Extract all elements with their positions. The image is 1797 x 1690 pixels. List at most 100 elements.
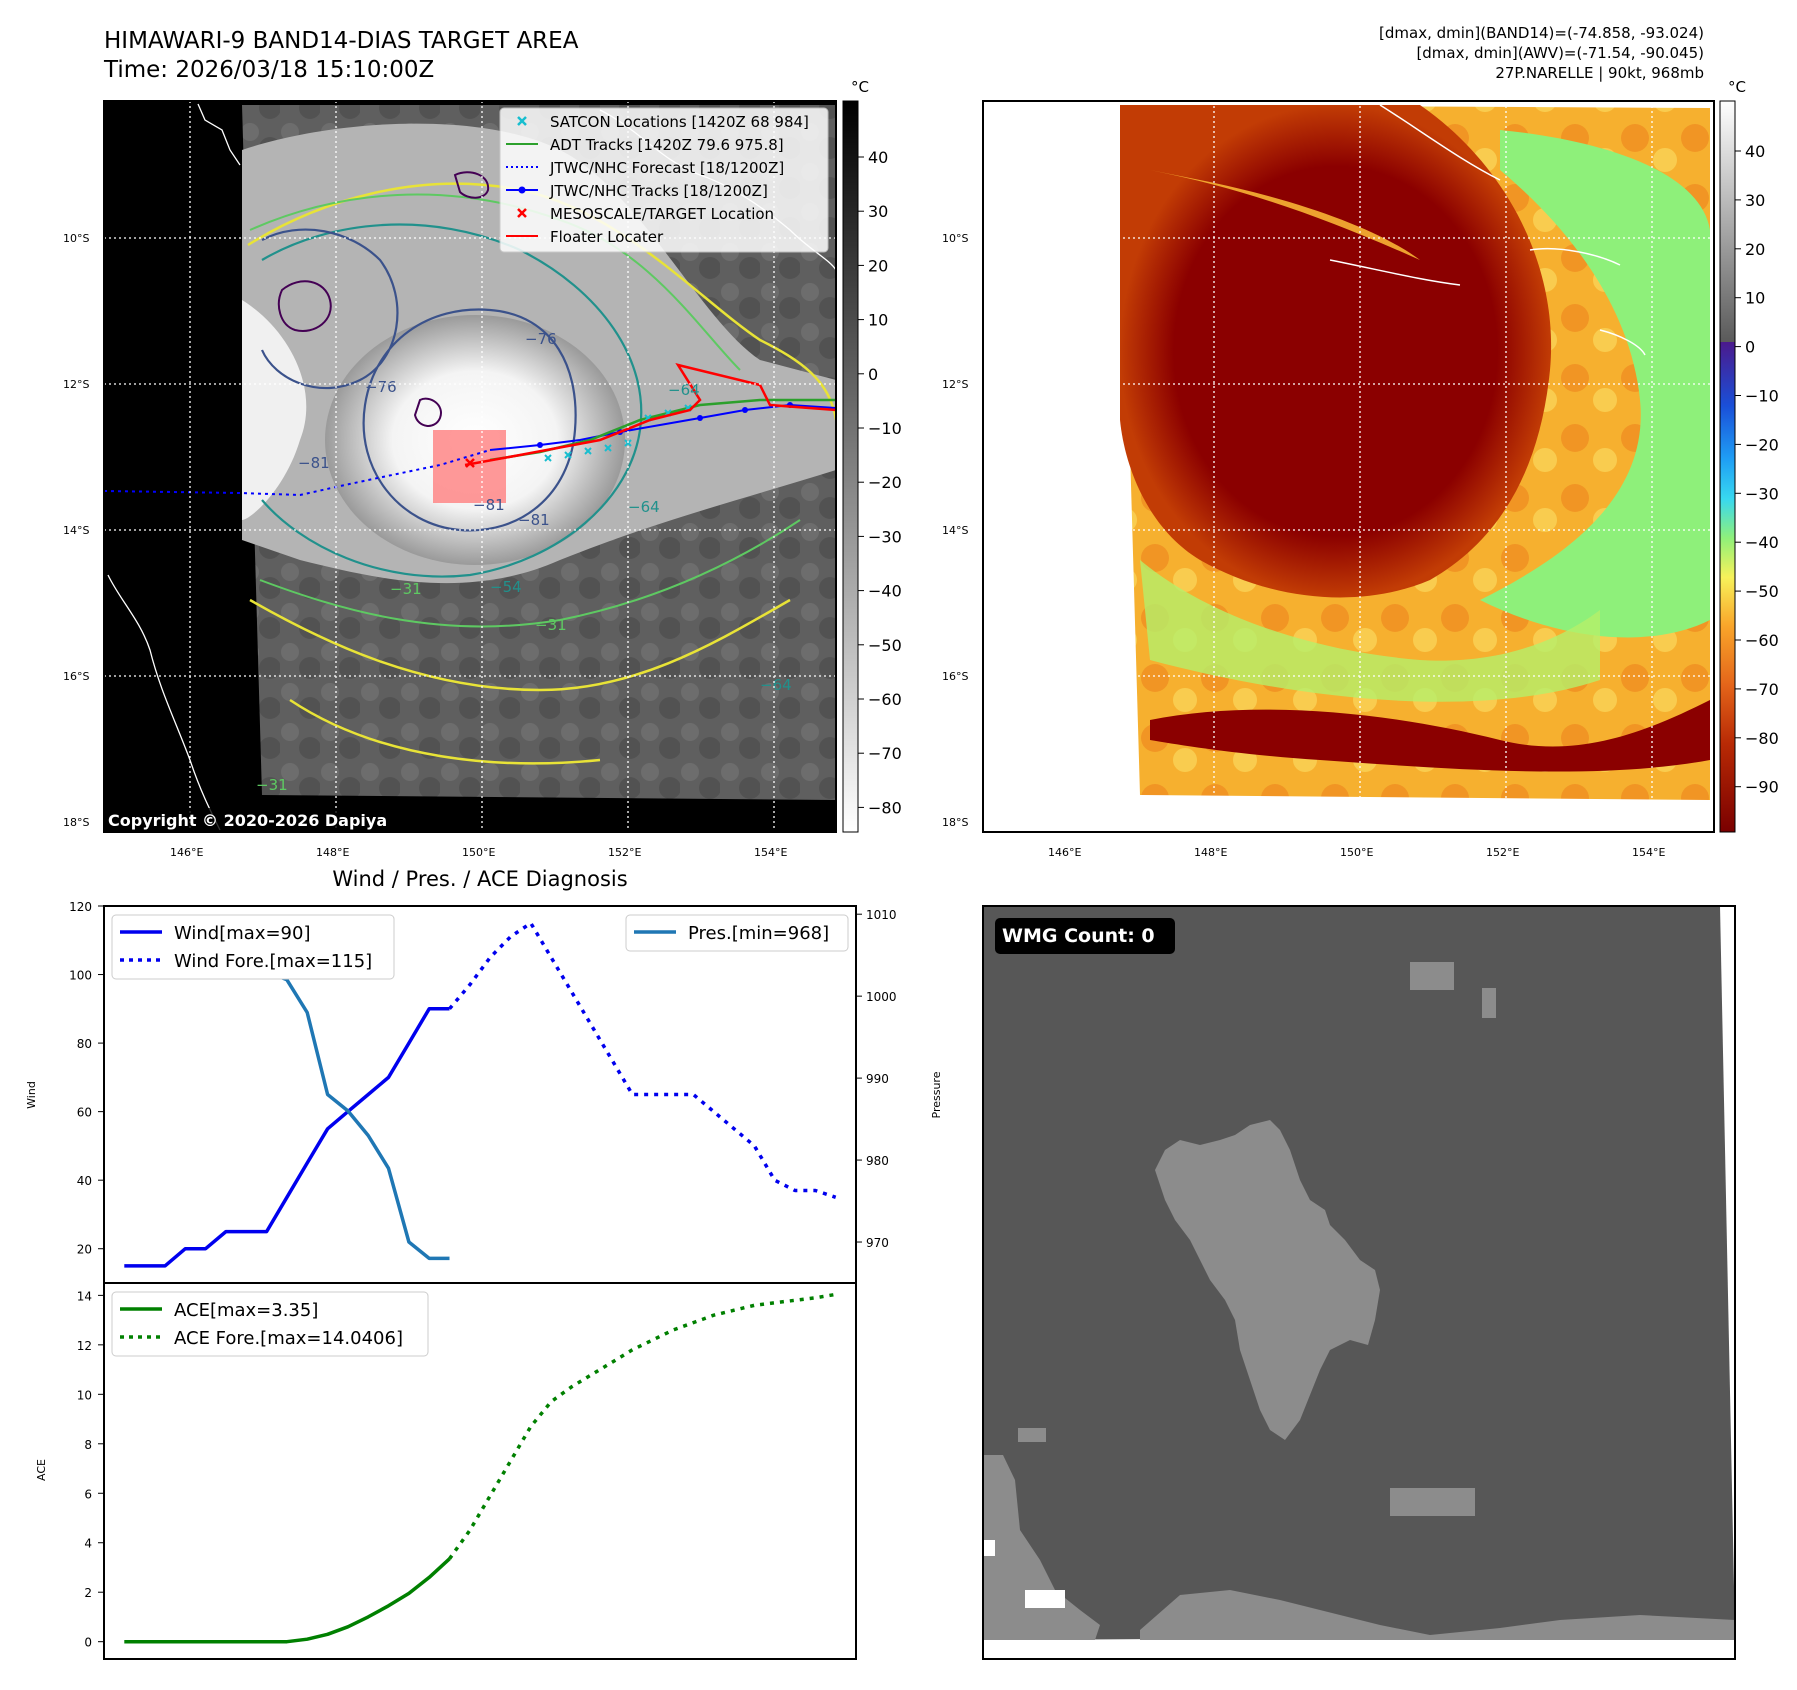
map2-lat-label: 16°S: [942, 670, 968, 683]
wmg-count-label: WMG Count: 0: [1002, 925, 1155, 947]
map2-gridlines: [983, 101, 1714, 832]
color-colorbar-tick-label: 40: [1745, 142, 1765, 161]
map1-frame: [103, 100, 837, 833]
wind-forecast-legend-label: Wind Fore.[max=115]: [174, 951, 372, 972]
ace-panel-frame: [103, 1282, 857, 1660]
pressure-legend-label: Pres.[min=968]: [688, 923, 829, 944]
map1-lat-label: 18°S: [63, 816, 89, 829]
map1-lat-label: 12°S: [63, 378, 89, 391]
map2-lon-label: 152°E: [1486, 846, 1519, 859]
color-colorbar-tick-label: 30: [1745, 191, 1765, 210]
gray-colorbar-tick-label: 40: [868, 148, 888, 167]
gray-colorbar-tick-label: 10: [868, 311, 888, 330]
color-colorbar-tick-label: −40: [1745, 533, 1779, 552]
pressure-axis-tick-label: 970: [866, 1236, 889, 1250]
map1-legend: SATCON Locations [1420Z 68 984] ADT Trac…: [499, 107, 829, 253]
pressure-legend: Pres.[min=968]: [625, 914, 849, 952]
gray-colorbar-tick-label: 20: [868, 256, 888, 275]
map1-lon-label: 154°E: [754, 846, 787, 859]
ace-panel: 0 2 4 6 8 10 12 14: [77, 1282, 857, 1660]
color-colorbar-unit: °C: [1728, 78, 1746, 96]
wind-legend-box: [111, 914, 395, 980]
map1-contour-navy: [260, 228, 577, 532]
legend-label-jtwc-forecast: JTWC/NHC Forecast [18/1200Z]: [549, 159, 784, 177]
color-colorbar-tick-label: −20: [1745, 435, 1779, 454]
map1-contour-teal: [261, 223, 643, 578]
wind-series-line: [124, 1007, 450, 1268]
contour-label: −54: [490, 578, 522, 596]
legend-box: [499, 107, 829, 253]
color-colorbar-frame: [1719, 100, 1736, 833]
contour-label: −64: [760, 676, 792, 694]
floater-locater: [464, 363, 836, 467]
ace-axis-label: ACE: [35, 1459, 48, 1481]
color-colorbar-tick-label: −10: [1745, 387, 1779, 406]
gray-colorbar-tick-label: −80: [868, 798, 902, 817]
ace-axis-tick-label: 14: [77, 1289, 92, 1303]
contour-labels: −76 −76 −81 −81 −81 −64 −54 −31 −64 −31 …: [256, 330, 792, 794]
map2-lat-label: 12°S: [942, 378, 968, 391]
ace-axis-tick-label: 8: [84, 1438, 92, 1452]
wmg-count-badge: [995, 918, 1175, 954]
copyright-background: [104, 808, 420, 832]
mesoscale-target-marker: [465, 458, 475, 468]
wmg-white-cell: [983, 1540, 995, 1556]
ace-axis-tick-label: 0: [84, 1636, 92, 1650]
contour-label: −81: [298, 454, 330, 472]
map2-lon-label: 150°E: [1340, 846, 1373, 859]
ace-axis-tick-label: 2: [84, 1586, 92, 1600]
stats-line-2: [dmax, dmin](AWV)=(-71.54, -90.045): [1416, 44, 1704, 62]
map2-cold-region: [1120, 105, 1552, 598]
wind-axis-tick-label: 40: [77, 1174, 92, 1188]
contour-label: −81: [518, 511, 550, 529]
gray-colorbar-tick-label: −10: [868, 419, 902, 438]
contour-label: −76: [365, 378, 397, 396]
wmg-panel: WMG Count: 0: [982, 905, 1736, 1660]
wind-axis-tick-label: 100: [69, 969, 92, 983]
color-colorbar-bottom: [1720, 342, 1735, 832]
map2-frame: [982, 100, 1715, 833]
gray-colorbar-tick-label: −30: [868, 527, 902, 546]
map1-cold-core-west: [242, 300, 307, 520]
diagnosis-title: Wind / Pres. / ACE Diagnosis: [332, 867, 627, 891]
x-icon: [517, 208, 527, 218]
map2-lon-label: 146°E: [1048, 846, 1081, 859]
line-dot-icon: [506, 186, 538, 194]
color-colorbar-tick-label: 10: [1745, 289, 1765, 308]
wind-legend-label: Wind[max=90]: [174, 923, 311, 944]
pressure-legend-box: [625, 914, 849, 952]
wind-axis-tick-label: 60: [77, 1106, 92, 1120]
copyright-text: Copyright © 2020-2026 Dapiya: [108, 811, 387, 830]
map2-lat-label: 14°S: [942, 524, 968, 537]
gray-colorbar-tick-label: −70: [868, 744, 902, 763]
stats-line-3: 27P.NARELLE | 90kt, 968mb: [1495, 64, 1704, 82]
gray-colorbar-ticks: 40 30 20 10 0 −10 −20 −30 −40 −50 −60 −70 −80: [858, 148, 902, 817]
map2-lat-label: 18°S: [942, 816, 968, 829]
x-icon: [517, 116, 527, 126]
ace-axis-tick-label: 6: [84, 1487, 92, 1501]
ace-series-line: [124, 1557, 451, 1644]
map2-rainband-south: [1150, 700, 1710, 772]
legend-label-adt: ADT Tracks [1420Z 79.6 975.8]: [550, 136, 784, 154]
color-colorbar-tick-label: −50: [1745, 582, 1779, 601]
pressure-axis-tick-label: 980: [866, 1154, 889, 1168]
pressure-axis-tick-label: 1010: [866, 908, 897, 922]
legend-label-satcon: SATCON Locations [1420Z 68 984]: [550, 113, 809, 131]
target-area-box: [433, 430, 506, 503]
stats-line-1: [dmax, dmin](BAND14)=(-74.858, -93.024): [1379, 24, 1704, 42]
legend-label-floater: Floater Locater: [550, 228, 664, 246]
wind-axis-tick-label: 120: [69, 900, 92, 914]
wmg-light-cells: [983, 962, 1735, 1640]
map1-contour-purple: [277, 171, 490, 427]
map1-lat-label: 10°S: [63, 232, 89, 245]
map1-coastline-australia: [107, 103, 241, 831]
map2-lon-label: 148°E: [1194, 846, 1227, 859]
color-colorbar-tick-label: −70: [1745, 680, 1779, 699]
wmg-white-cell: [1025, 1590, 1065, 1608]
ace-legend: ACE[max=3.35] ACE Fore.[max=14.0406]: [111, 1291, 429, 1357]
ace-forecast-legend-label: ACE Fore.[max=14.0406]: [174, 1328, 403, 1349]
map2-lat-label: 10°S: [942, 232, 968, 245]
legend-label-target: MESOSCALE/TARGET Location: [550, 205, 774, 223]
wind-axis-tick-label: 80: [77, 1037, 92, 1051]
color-colorbar-tick-label: −30: [1745, 484, 1779, 503]
